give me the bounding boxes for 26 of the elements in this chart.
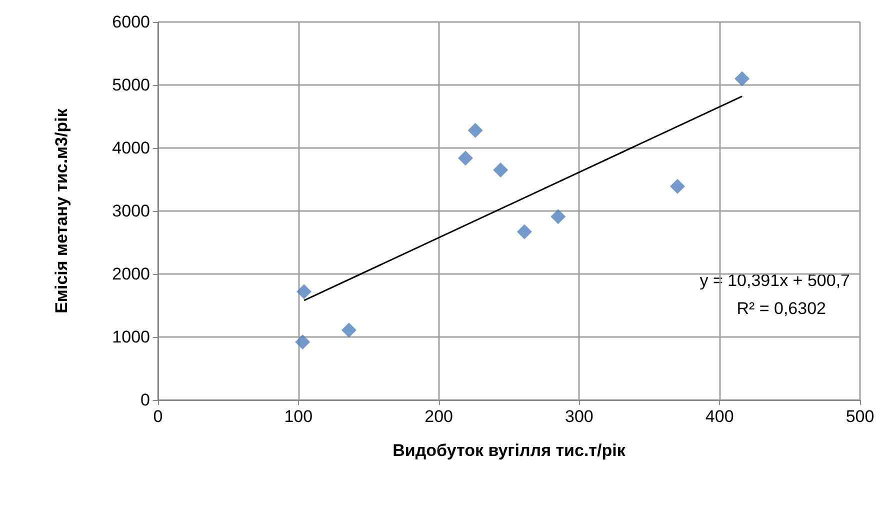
x-tick-label: 100 bbox=[284, 407, 313, 426]
x-axis-title: Видобуток вугілля тис.т/рік bbox=[392, 441, 626, 460]
x-tick-label: 0 bbox=[153, 407, 163, 426]
point bbox=[341, 322, 356, 338]
y-tick-label: 4000 bbox=[112, 138, 150, 158]
point bbox=[493, 162, 508, 178]
y-tick-label: 3000 bbox=[112, 202, 150, 220]
point bbox=[550, 209, 566, 224]
point bbox=[295, 334, 310, 350]
x-tick-label: 400 bbox=[705, 407, 734, 426]
x-tick-label: 200 bbox=[424, 407, 453, 426]
point bbox=[458, 150, 473, 166]
x-tick-label: 300 bbox=[565, 407, 594, 426]
point bbox=[516, 224, 532, 240]
annotation: R² = 0,6302 bbox=[736, 299, 826, 318]
x-tick-label: 500 bbox=[846, 407, 874, 426]
y-tick-label: 2000 bbox=[112, 264, 150, 284]
y-tick-label: 5000 bbox=[112, 76, 150, 94]
y-tick-label: 1000 bbox=[112, 328, 150, 346]
y-tick-label: 0 bbox=[140, 390, 150, 410]
point bbox=[734, 71, 750, 86]
point bbox=[670, 178, 685, 194]
y-tick-label: 6000 bbox=[112, 12, 150, 32]
point bbox=[468, 122, 483, 138]
y-axis-title: Емісія метану тис.м3/рік bbox=[52, 108, 71, 314]
point bbox=[296, 284, 312, 300]
